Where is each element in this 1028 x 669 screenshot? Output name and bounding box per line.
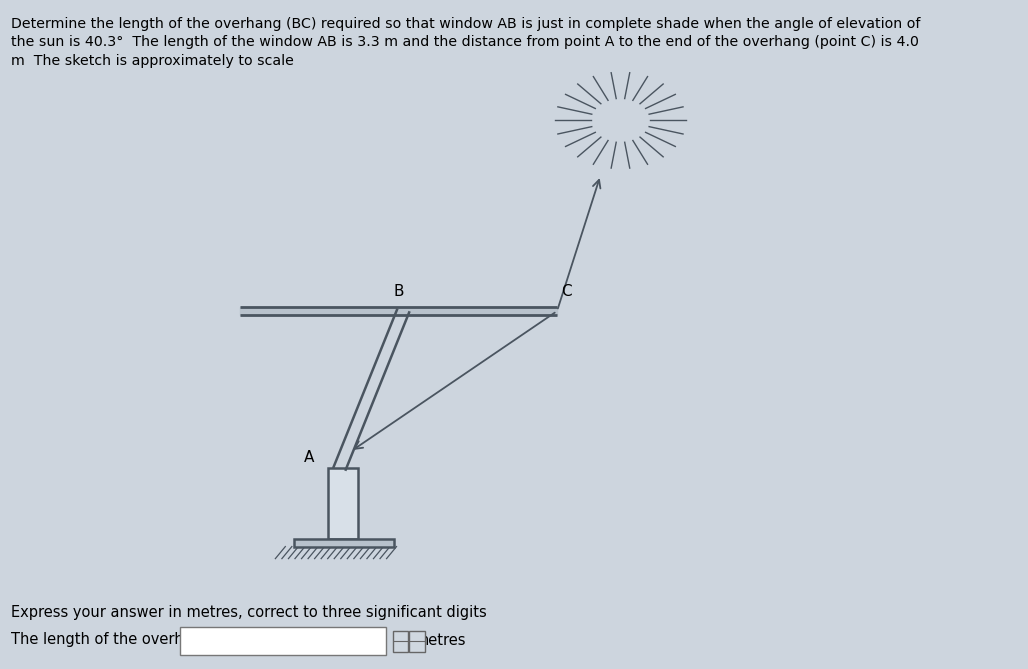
Text: metres: metres [415, 634, 467, 648]
Text: A: A [304, 450, 315, 465]
FancyBboxPatch shape [328, 468, 358, 539]
Text: Express your answer in metres, correct to three significant digits: Express your answer in metres, correct t… [11, 605, 486, 620]
FancyBboxPatch shape [393, 631, 408, 652]
Text: Determine the length of the overhang (BC) required so that window AB is just in : Determine the length of the overhang (BC… [11, 17, 920, 68]
FancyBboxPatch shape [294, 539, 394, 547]
Text: B: B [394, 284, 404, 299]
Text: The length of the overhang BC=: The length of the overhang BC= [11, 632, 248, 647]
FancyBboxPatch shape [180, 627, 386, 655]
FancyBboxPatch shape [409, 631, 425, 652]
Text: C: C [561, 284, 573, 299]
